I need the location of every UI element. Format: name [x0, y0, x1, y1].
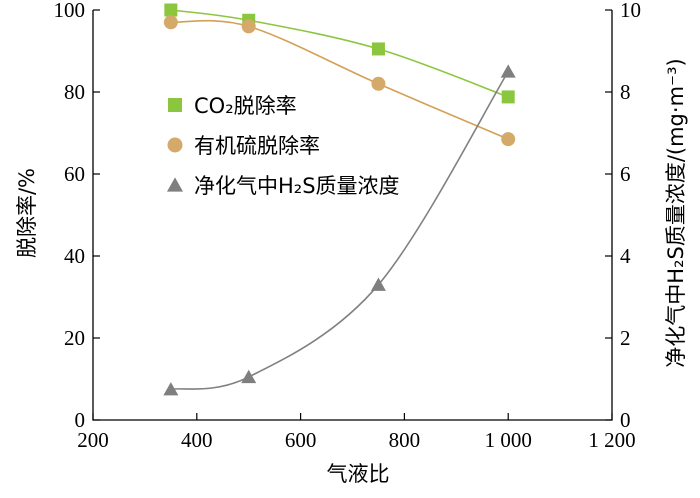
y-tick-label: 60	[64, 162, 85, 186]
series-lines	[170, 9, 509, 391]
y-tick-label: 0	[75, 408, 86, 432]
point-triangle	[500, 64, 516, 78]
x-tick-label: 200	[77, 428, 109, 452]
y-axis-title: 脱除率/%	[15, 168, 39, 258]
y-tick-label: 40	[64, 244, 85, 268]
legend-label: CO₂脱除率	[194, 94, 297, 118]
x-axis-title: 气液比	[327, 462, 390, 486]
legend-marker-circle	[167, 137, 183, 153]
series-line-3	[170, 71, 509, 391]
plot-frame	[92, 10, 613, 421]
y-tick-label: 80	[64, 80, 85, 104]
x-tick-label: 800	[389, 428, 421, 452]
point-square	[164, 3, 178, 17]
point-circle	[163, 15, 178, 30]
point-circle	[501, 132, 516, 147]
y2-tick-label: 4	[620, 244, 631, 268]
point-square	[501, 90, 515, 104]
axes: 200 400 600 800 1 000 1 200020406080100024681…	[54, 0, 642, 452]
legend-marker-square	[168, 98, 182, 112]
point-triangle	[241, 369, 257, 384]
y2-tick-label: 10	[620, 0, 641, 22]
x-tick-label: 1 000	[485, 428, 532, 452]
point-triangle	[163, 382, 179, 396]
series-line-2	[170, 19, 509, 140]
legend-label: 有机硫脱除率	[194, 134, 320, 158]
y2-tick-label: 6	[620, 162, 631, 186]
point-square	[371, 42, 385, 56]
legend-label: 净化气中H₂S质量浓度	[194, 174, 400, 198]
point-triangle	[370, 277, 386, 291]
x-tick-label: 1 200	[588, 428, 635, 452]
y2-axis-title: 净化气中H₂S质量浓度/(mg·m⁻³)	[664, 58, 688, 367]
point-circle	[241, 19, 256, 34]
x-tick-label: 600	[285, 428, 317, 452]
y2-tick-label: 2	[620, 326, 631, 350]
series-line-1	[170, 9, 509, 98]
series-markers	[163, 3, 516, 396]
legend-marker-triangle	[167, 177, 183, 192]
point-circle	[371, 76, 386, 91]
y2-tick-label: 0	[620, 408, 631, 432]
y2-tick-label: 8	[620, 80, 631, 104]
y-tick-label: 20	[64, 326, 85, 350]
x-tick-label: 400	[181, 428, 213, 452]
y-tick-label: 100	[54, 0, 86, 22]
